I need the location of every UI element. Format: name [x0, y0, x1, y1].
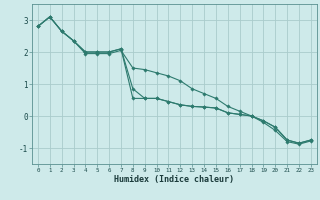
X-axis label: Humidex (Indice chaleur): Humidex (Indice chaleur): [115, 175, 234, 184]
